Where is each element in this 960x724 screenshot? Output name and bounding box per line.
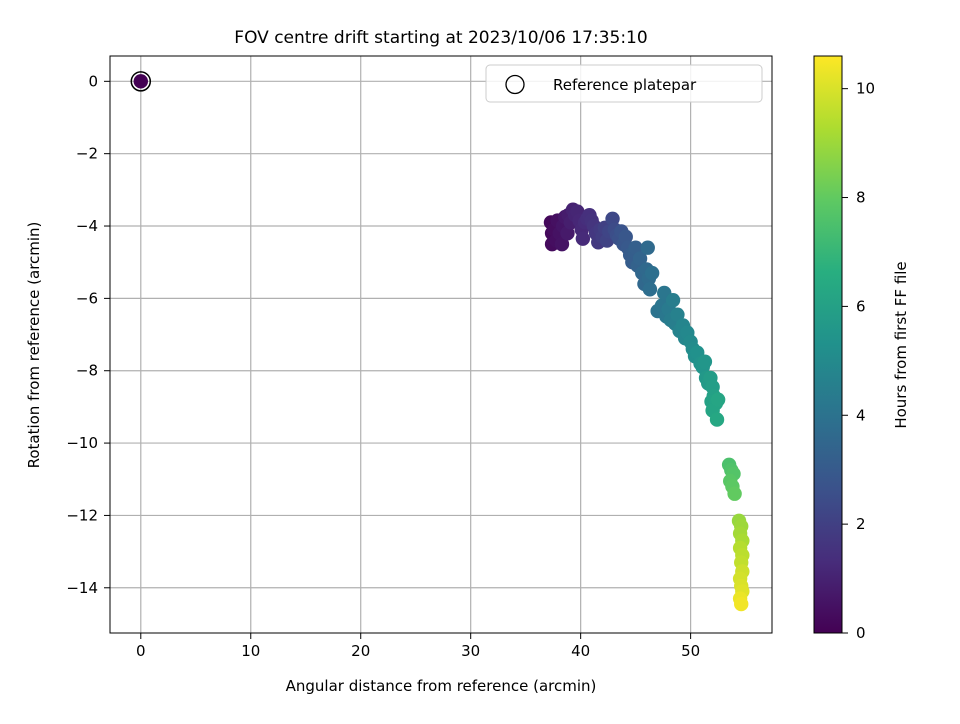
y-tick-label: −12 — [66, 506, 98, 524]
data-point — [643, 282, 657, 296]
data-point — [641, 241, 655, 255]
grid — [110, 56, 772, 633]
y-tick-label: −10 — [66, 434, 98, 452]
y-axis-label: Rotation from reference (arcmin) — [25, 222, 43, 469]
x-axis-label: Angular distance from reference (arcmin) — [286, 677, 597, 695]
data-point — [727, 487, 741, 501]
x-tick-label: 20 — [351, 642, 370, 660]
data-point — [698, 354, 712, 368]
x-tick-label: 0 — [136, 642, 146, 660]
x-tick-label: 30 — [461, 642, 480, 660]
colorbar-label: Hours from first FF file — [892, 261, 910, 428]
colorbar-tick-label: 10 — [856, 80, 875, 98]
colorbar-tick-label: 8 — [856, 189, 866, 207]
colorbar-tick-label: 6 — [856, 297, 866, 315]
x-tick-label: 10 — [241, 642, 260, 660]
y-tick-label: −6 — [76, 289, 98, 307]
legend-label-reference: Reference platepar — [553, 76, 697, 94]
chart-title: FOV centre drift starting at 2023/10/06 … — [234, 28, 647, 48]
colorbar-tick-label: 2 — [856, 515, 866, 533]
y-tick-label: −4 — [76, 217, 98, 235]
data-point — [576, 231, 590, 245]
y-tick-label: −2 — [76, 145, 98, 163]
x-tick-label: 50 — [681, 642, 700, 660]
data-point — [666, 293, 680, 307]
data-point — [134, 74, 148, 88]
legend: Reference platepar — [486, 65, 762, 102]
colorbar — [814, 56, 842, 633]
data-point — [710, 412, 724, 426]
x-axis-ticks: 0 10 20 30 40 50 — [136, 633, 700, 660]
colorbar-ticks: 0 2 4 6 8 10 — [842, 80, 875, 642]
data-point — [711, 392, 725, 406]
y-tick-label: 0 — [88, 72, 98, 90]
data-point — [645, 266, 659, 280]
colorbar-tick-label: 0 — [856, 624, 866, 642]
data-points — [131, 72, 749, 611]
plot-frame — [110, 56, 772, 633]
chart: FOV centre drift starting at 2023/10/06 … — [0, 0, 960, 720]
y-axis-ticks: 0 −2 −4 −6 −8 −10 −12 −14 — [66, 72, 110, 596]
colorbar-tick-label: 4 — [856, 406, 866, 424]
y-tick-label: −14 — [66, 579, 98, 597]
data-point — [734, 597, 748, 611]
y-tick-label: −8 — [76, 362, 98, 380]
x-tick-label: 40 — [571, 642, 590, 660]
